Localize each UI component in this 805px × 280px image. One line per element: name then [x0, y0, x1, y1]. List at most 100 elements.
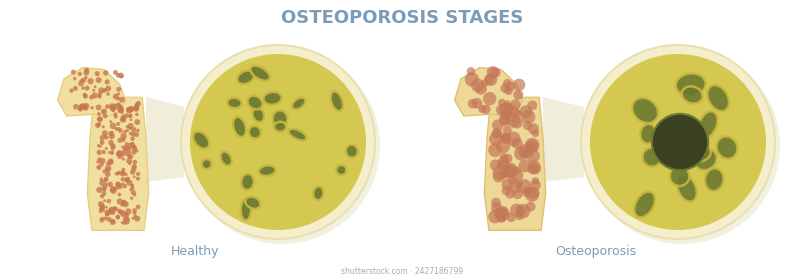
Circle shape — [510, 99, 521, 110]
Circle shape — [126, 129, 129, 132]
Circle shape — [131, 143, 134, 146]
Circle shape — [491, 198, 501, 207]
Circle shape — [485, 74, 494, 84]
Circle shape — [102, 169, 107, 174]
Circle shape — [133, 193, 136, 197]
Circle shape — [513, 79, 525, 91]
Circle shape — [119, 170, 126, 176]
Circle shape — [500, 170, 508, 179]
Circle shape — [528, 160, 541, 173]
Circle shape — [501, 133, 511, 144]
Circle shape — [116, 97, 120, 101]
Circle shape — [99, 145, 102, 148]
Circle shape — [96, 77, 101, 83]
Circle shape — [117, 153, 123, 159]
Circle shape — [117, 198, 123, 205]
Circle shape — [109, 103, 116, 109]
Circle shape — [98, 91, 102, 95]
Circle shape — [478, 105, 486, 113]
Circle shape — [108, 140, 114, 145]
Circle shape — [527, 187, 539, 199]
Circle shape — [496, 139, 510, 153]
Circle shape — [122, 200, 126, 206]
Ellipse shape — [201, 159, 212, 169]
Circle shape — [126, 125, 130, 129]
Circle shape — [118, 104, 121, 108]
Circle shape — [98, 201, 104, 207]
Circle shape — [506, 109, 513, 116]
Circle shape — [80, 103, 86, 109]
Circle shape — [105, 171, 110, 177]
Circle shape — [117, 127, 121, 131]
Circle shape — [527, 164, 538, 174]
Circle shape — [133, 211, 137, 215]
Circle shape — [79, 80, 82, 82]
Circle shape — [121, 203, 124, 207]
Ellipse shape — [249, 126, 261, 139]
Circle shape — [97, 116, 103, 122]
Circle shape — [113, 70, 118, 75]
Circle shape — [508, 176, 517, 184]
Circle shape — [109, 188, 114, 192]
Circle shape — [498, 156, 510, 167]
Circle shape — [73, 77, 76, 80]
Circle shape — [112, 104, 118, 110]
Circle shape — [93, 89, 95, 92]
Circle shape — [493, 171, 505, 183]
Circle shape — [78, 81, 84, 87]
Circle shape — [127, 154, 131, 158]
Circle shape — [522, 110, 535, 124]
Circle shape — [109, 105, 113, 109]
Circle shape — [78, 108, 82, 111]
Circle shape — [126, 107, 132, 113]
Circle shape — [524, 148, 534, 158]
Circle shape — [97, 122, 101, 127]
Circle shape — [115, 181, 120, 187]
Ellipse shape — [288, 129, 307, 141]
Ellipse shape — [675, 73, 706, 96]
Circle shape — [133, 105, 139, 112]
Ellipse shape — [313, 186, 324, 200]
Ellipse shape — [705, 168, 724, 191]
Circle shape — [509, 181, 522, 193]
Circle shape — [134, 106, 139, 111]
Circle shape — [101, 191, 106, 196]
Circle shape — [506, 189, 514, 199]
Ellipse shape — [247, 96, 262, 109]
Circle shape — [132, 145, 136, 149]
Circle shape — [110, 106, 116, 112]
Circle shape — [531, 129, 539, 137]
Circle shape — [104, 178, 109, 182]
Polygon shape — [146, 97, 184, 182]
Circle shape — [122, 184, 127, 188]
Circle shape — [100, 140, 103, 143]
Circle shape — [106, 92, 109, 96]
Circle shape — [118, 171, 121, 174]
Circle shape — [83, 103, 89, 109]
Circle shape — [502, 164, 511, 174]
Circle shape — [181, 45, 375, 239]
Circle shape — [115, 172, 118, 176]
Circle shape — [485, 73, 497, 86]
Circle shape — [503, 100, 511, 108]
Circle shape — [128, 114, 132, 118]
Circle shape — [121, 171, 125, 175]
Ellipse shape — [632, 98, 658, 123]
Circle shape — [71, 70, 76, 75]
Circle shape — [120, 116, 126, 123]
Ellipse shape — [273, 110, 287, 127]
Ellipse shape — [642, 148, 661, 167]
Circle shape — [105, 136, 109, 139]
Circle shape — [516, 206, 526, 216]
Circle shape — [106, 162, 109, 166]
Circle shape — [95, 123, 101, 128]
Circle shape — [101, 217, 104, 220]
Circle shape — [487, 66, 499, 78]
Circle shape — [134, 214, 137, 218]
Circle shape — [518, 179, 531, 193]
Circle shape — [505, 87, 513, 95]
Circle shape — [135, 113, 138, 116]
Circle shape — [118, 137, 122, 143]
Circle shape — [112, 109, 115, 112]
Circle shape — [493, 129, 502, 137]
